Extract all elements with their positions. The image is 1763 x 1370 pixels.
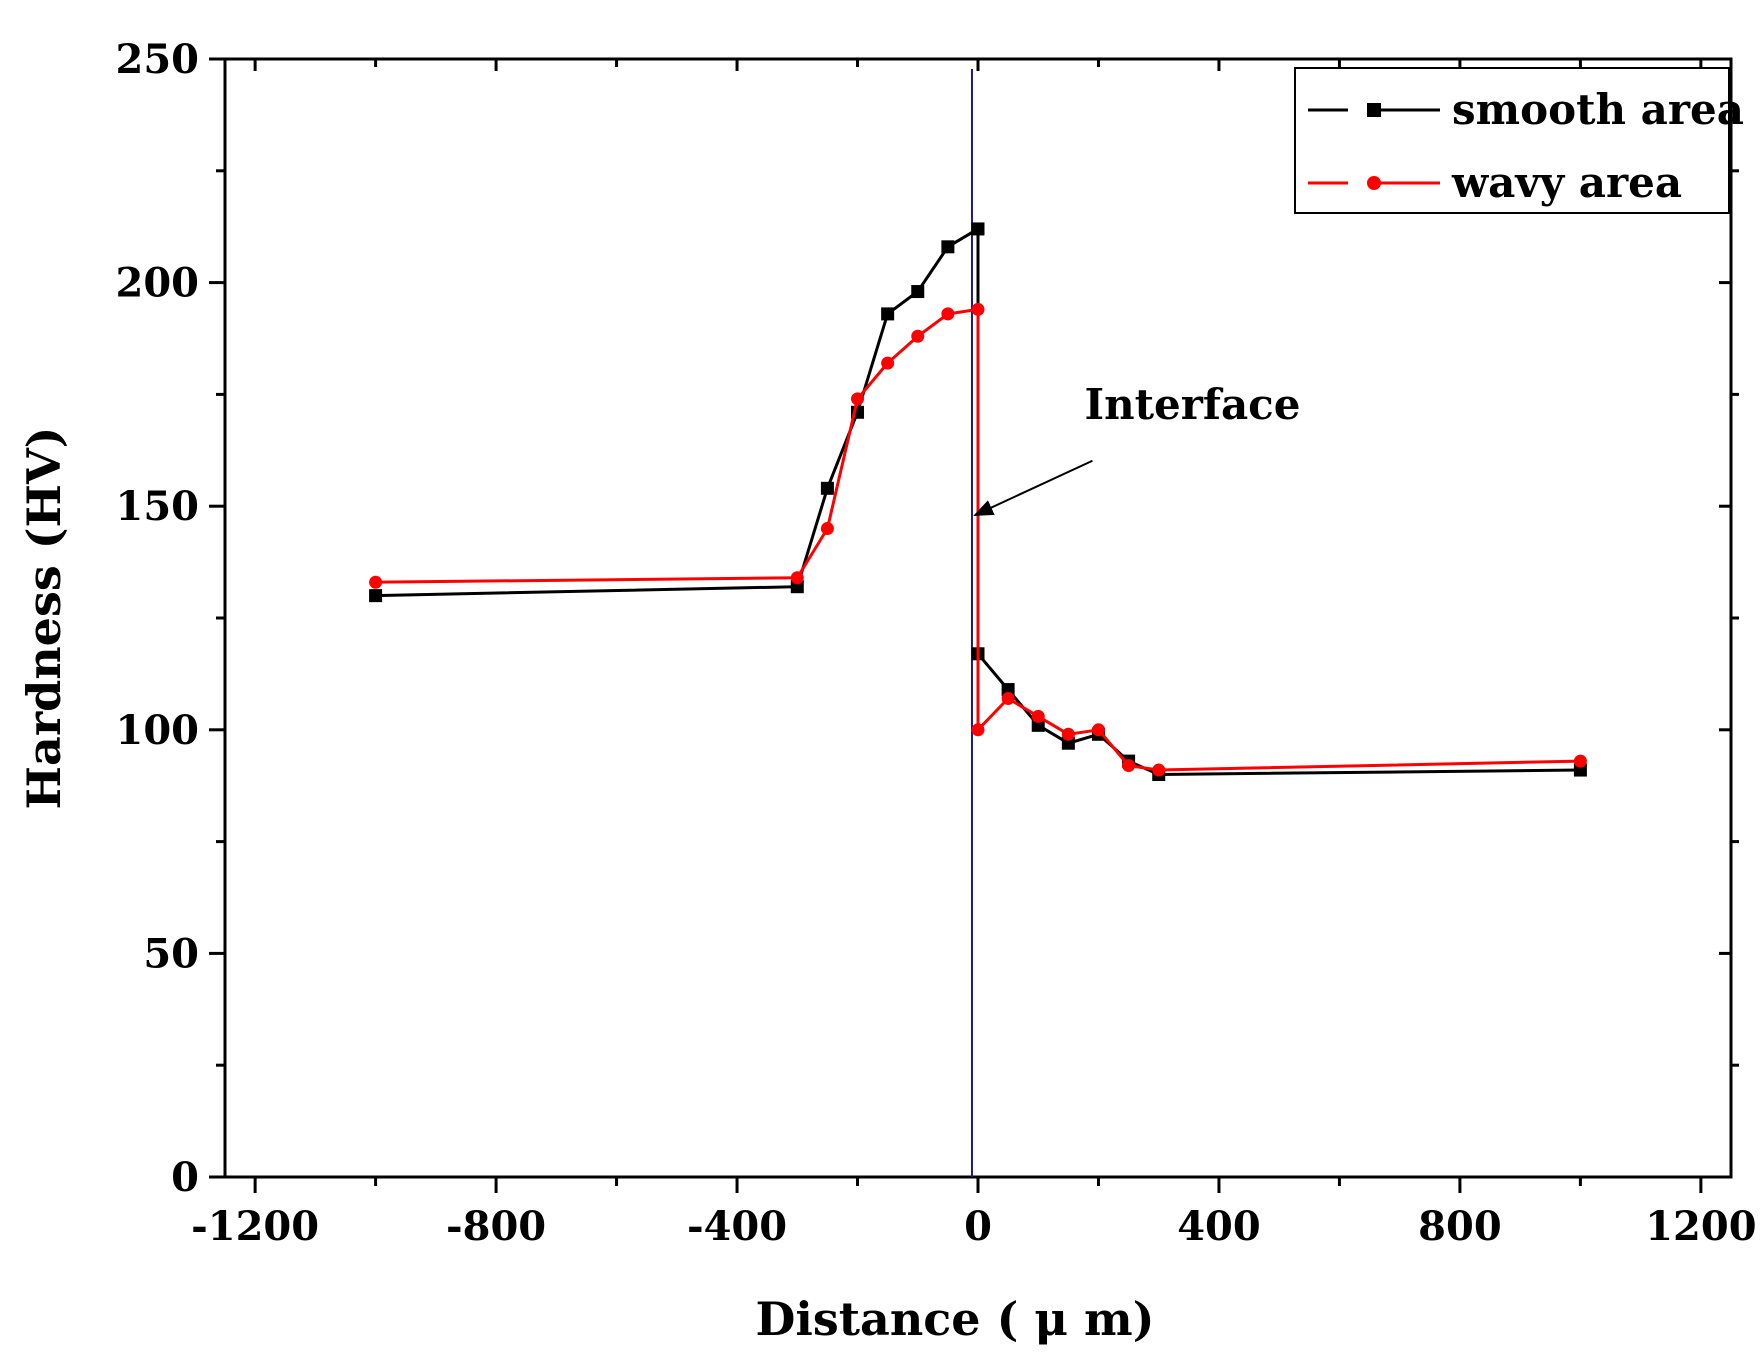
x-tick-label: -1200 xyxy=(191,1203,319,1250)
data-point xyxy=(1031,709,1045,723)
interface-arrow xyxy=(973,459,1093,517)
legend: smooth area wavy area xyxy=(1294,67,1744,214)
x-tick-label: 400 xyxy=(1177,1203,1261,1250)
data-point xyxy=(1031,718,1045,732)
legend-marker xyxy=(1367,176,1381,190)
data-point xyxy=(971,723,985,737)
series-line xyxy=(375,307,1581,772)
data-point xyxy=(881,356,895,370)
data-point xyxy=(1061,727,1075,741)
data-point xyxy=(941,240,955,254)
y-tick-label: 100 xyxy=(116,707,200,754)
data-point xyxy=(820,481,834,495)
data-point xyxy=(911,285,925,299)
data-point xyxy=(790,580,804,594)
x-tick-label: -400 xyxy=(687,1203,787,1250)
axes: -1200 -800 -400 0 400 800 1200 0 50 100 150 200 250 xyxy=(116,36,1757,1250)
y-tick-label: 150 xyxy=(116,483,200,530)
y-tick-label: 250 xyxy=(116,36,200,83)
data-point xyxy=(790,571,804,585)
data-point xyxy=(1091,723,1105,737)
y-tick-label: 200 xyxy=(116,260,200,307)
data-point xyxy=(1001,683,1015,697)
interface-annotation: Interface xyxy=(973,380,1300,517)
y-axis-title: Hardness (HV) xyxy=(17,427,71,810)
x-tick-label: 800 xyxy=(1418,1203,1502,1250)
x-axis-title: Distance ( μ m) xyxy=(756,1292,1155,1346)
data-point xyxy=(1573,754,1587,768)
data-point xyxy=(369,575,383,589)
y-tick-label: 0 xyxy=(171,1154,199,1201)
data-point xyxy=(971,302,985,316)
series-layer xyxy=(369,222,1587,782)
data-point xyxy=(911,329,925,343)
data-point xyxy=(941,307,955,321)
legend-label: smooth area xyxy=(1452,85,1744,134)
x-tick-label: -800 xyxy=(446,1203,546,1250)
data-point xyxy=(1152,763,1166,777)
data-point xyxy=(369,589,383,603)
data-point xyxy=(881,307,895,321)
data-point xyxy=(971,222,985,236)
data-point xyxy=(1061,736,1075,750)
legend-label: wavy area xyxy=(1451,158,1682,207)
x-tick-label: 1200 xyxy=(1645,1203,1756,1250)
legend-marker xyxy=(1367,103,1381,117)
y-tick-label: 50 xyxy=(143,930,199,977)
series-wavy-area xyxy=(369,302,1587,777)
legend-box xyxy=(1294,67,1730,214)
data-point xyxy=(820,522,834,536)
data-point xyxy=(1122,759,1136,773)
data-point xyxy=(1573,763,1587,777)
interface-label: Interface xyxy=(1084,380,1300,429)
data-point xyxy=(851,392,865,406)
x-tick-label: 0 xyxy=(964,1203,992,1250)
legend-item: wavy area xyxy=(1308,158,1682,207)
legend-item: smooth area xyxy=(1308,85,1744,134)
data-point xyxy=(1001,691,1015,705)
